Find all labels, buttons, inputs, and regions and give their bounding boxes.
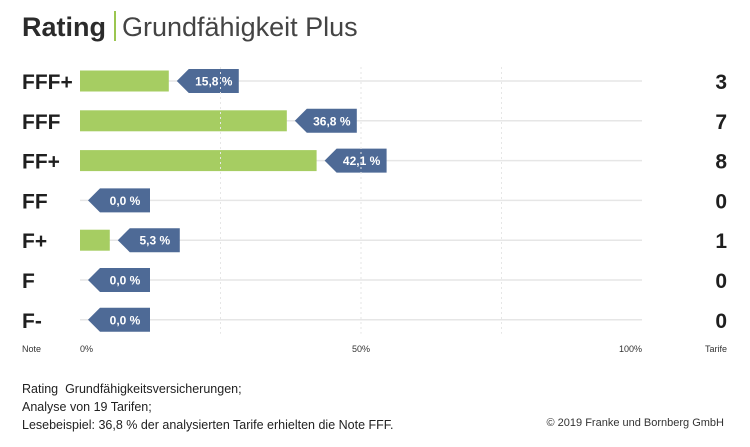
axis-label-note: Note	[22, 344, 41, 354]
value-tag	[88, 268, 150, 292]
title-subtitle: Grundfähigkeit Plus	[122, 12, 358, 42]
value-label: 5,3 %	[139, 234, 170, 248]
category-label: FF+	[22, 151, 60, 174]
tarif-count: 0	[715, 190, 727, 213]
title-rating: Rating	[22, 12, 106, 42]
axis-label-tarife: Tarife	[705, 344, 727, 354]
chart-title: Rating Grundfähigkeit Plus	[22, 10, 358, 44]
tarif-count: 8	[715, 151, 727, 174]
copyright: © 2019 Franke und Bornberg GmbH	[546, 417, 724, 429]
bar	[80, 229, 110, 251]
value-label: 15,8 %	[195, 75, 233, 89]
value-label: 0,0 %	[110, 194, 141, 208]
tarif-count: 1	[715, 230, 727, 253]
category-label: F-	[22, 310, 42, 333]
tarif-count: 3	[715, 71, 727, 94]
category-label: FFF+	[22, 71, 73, 94]
value-label: 36,8 %	[313, 114, 351, 128]
value-tag	[324, 148, 387, 173]
footnote-line-3: Lesebeispiel: 36,8 % der analysierten Ta…	[22, 418, 394, 432]
value-tag	[88, 188, 150, 213]
footnote-line-1: Rating Grundfähigkeitsversicherungen;	[22, 382, 242, 396]
category-label: FFF	[22, 111, 61, 134]
value-label: 0,0 %	[110, 274, 141, 288]
bar	[80, 70, 169, 92]
bar	[80, 150, 317, 172]
footnote-line-2: Analyse von 19 Tarifen;	[22, 400, 152, 414]
category-label: F+	[22, 230, 47, 253]
tarif-count: 0	[715, 270, 727, 293]
value-tag	[88, 307, 150, 332]
value-tag	[176, 69, 239, 93]
x-tick-label: 0%	[80, 344, 93, 354]
tarif-count: 7	[715, 111, 727, 134]
category-label: F	[22, 270, 35, 293]
value-label: 0,0 %	[110, 313, 141, 327]
title-separator	[114, 11, 116, 41]
value-tag	[294, 108, 357, 133]
x-tick-label: 100%	[619, 344, 642, 354]
footnote: Rating Grundfähigkeitsversicherungen; An…	[22, 380, 394, 434]
value-label: 42,1 %	[343, 154, 381, 168]
x-tick-label: 50%	[352, 344, 370, 354]
bar	[80, 110, 287, 132]
category-label: FF	[22, 190, 48, 213]
tarif-count: 0	[715, 310, 727, 333]
value-tag	[117, 228, 180, 253]
